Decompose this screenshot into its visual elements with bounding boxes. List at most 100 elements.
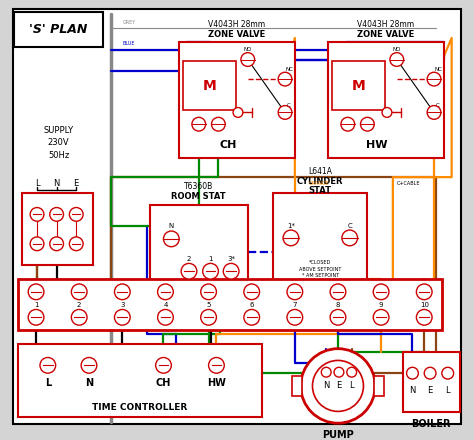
Bar	[374, 376, 384, 396]
Text: TIME CONTROLLER: TIME CONTROLLER	[92, 403, 188, 412]
Circle shape	[201, 309, 217, 325]
Circle shape	[416, 309, 432, 325]
Text: 1*: 1*	[287, 223, 295, 229]
Text: STAT: STAT	[309, 187, 332, 195]
Circle shape	[416, 284, 432, 300]
Text: V4043H 28mm: V4043H 28mm	[209, 20, 265, 29]
Text: M: M	[203, 79, 217, 93]
Circle shape	[427, 106, 441, 119]
Text: *CLOSED
ABOVE SETPOINT
* AM SETPOINT: *CLOSED ABOVE SETPOINT * AM SETPOINT	[299, 260, 341, 279]
Circle shape	[28, 284, 44, 300]
Text: 1: 1	[208, 257, 213, 263]
Circle shape	[211, 117, 225, 131]
Bar	[22, 193, 93, 265]
Text: NO: NO	[244, 47, 252, 52]
Circle shape	[201, 284, 217, 300]
Circle shape	[181, 264, 197, 279]
Text: 10: 10	[419, 301, 428, 308]
Text: SUPPLY
230V
50Hz: SUPPLY 230V 50Hz	[44, 126, 73, 160]
Text: E: E	[428, 386, 433, 395]
Circle shape	[30, 208, 44, 221]
Circle shape	[278, 72, 292, 86]
Bar	[183, 62, 236, 110]
Circle shape	[312, 360, 364, 411]
Text: PUMP: PUMP	[322, 430, 354, 440]
Circle shape	[390, 53, 404, 66]
Text: T6360B: T6360B	[184, 183, 213, 191]
Circle shape	[278, 106, 292, 119]
Circle shape	[50, 237, 64, 251]
Text: CH: CH	[156, 378, 171, 388]
Circle shape	[321, 367, 331, 377]
Circle shape	[157, 284, 173, 300]
Text: 4: 4	[163, 301, 168, 308]
Text: E: E	[73, 180, 79, 188]
Circle shape	[427, 72, 441, 86]
Text: C: C	[347, 223, 352, 229]
Text: 6: 6	[249, 301, 254, 308]
Bar	[292, 376, 301, 396]
Circle shape	[283, 230, 299, 246]
Bar	[18, 279, 442, 330]
Text: HW: HW	[207, 378, 226, 388]
Bar	[273, 193, 367, 301]
Text: 'S' PLAN: 'S' PLAN	[29, 22, 88, 36]
Text: C+CABLE: C+CABLE	[397, 180, 420, 186]
Text: N: N	[323, 381, 329, 390]
Text: N: N	[85, 378, 93, 388]
Bar	[150, 205, 248, 291]
Circle shape	[342, 230, 357, 246]
Text: 8: 8	[336, 301, 340, 308]
Text: ORANGE: ORANGE	[309, 180, 329, 186]
Text: BLUE: BLUE	[122, 41, 135, 46]
Text: N: N	[169, 223, 174, 229]
Circle shape	[223, 264, 239, 279]
Text: ROOM STAT: ROOM STAT	[172, 192, 226, 201]
Text: HW: HW	[366, 140, 388, 150]
Text: L: L	[35, 180, 39, 188]
Circle shape	[330, 309, 346, 325]
Text: 2: 2	[77, 301, 82, 308]
Circle shape	[115, 284, 130, 300]
Circle shape	[81, 357, 97, 373]
Circle shape	[442, 367, 454, 379]
Bar	[18, 344, 262, 417]
Circle shape	[72, 284, 87, 300]
Circle shape	[330, 284, 346, 300]
Text: L: L	[349, 381, 354, 390]
Text: V4043H 28mm: V4043H 28mm	[357, 20, 415, 29]
Bar	[15, 12, 103, 47]
Circle shape	[233, 107, 243, 117]
Circle shape	[72, 309, 87, 325]
Circle shape	[69, 237, 83, 251]
Text: 2: 2	[187, 257, 191, 263]
Text: CYLINDER: CYLINDER	[297, 176, 344, 186]
Circle shape	[164, 231, 179, 247]
Circle shape	[334, 367, 344, 377]
Circle shape	[301, 348, 375, 423]
Circle shape	[373, 309, 389, 325]
Text: NC: NC	[434, 67, 442, 72]
Text: 9: 9	[379, 301, 383, 308]
Text: L641A: L641A	[308, 167, 332, 176]
Circle shape	[373, 284, 389, 300]
Circle shape	[287, 284, 303, 300]
Circle shape	[28, 309, 44, 325]
Circle shape	[30, 237, 44, 251]
Text: ZONE VALVE: ZONE VALVE	[209, 29, 265, 39]
Circle shape	[192, 117, 206, 131]
Circle shape	[347, 367, 356, 377]
Circle shape	[382, 107, 392, 117]
Circle shape	[157, 309, 173, 325]
Text: L: L	[446, 386, 450, 395]
Circle shape	[287, 309, 303, 325]
Text: 5: 5	[206, 301, 211, 308]
Circle shape	[407, 367, 419, 379]
Text: C: C	[287, 103, 291, 108]
Text: NC: NC	[285, 67, 293, 72]
Circle shape	[341, 117, 355, 131]
Text: 3*: 3*	[227, 257, 235, 263]
Bar	[179, 42, 295, 158]
Circle shape	[244, 309, 260, 325]
Text: BOILER: BOILER	[411, 419, 451, 429]
